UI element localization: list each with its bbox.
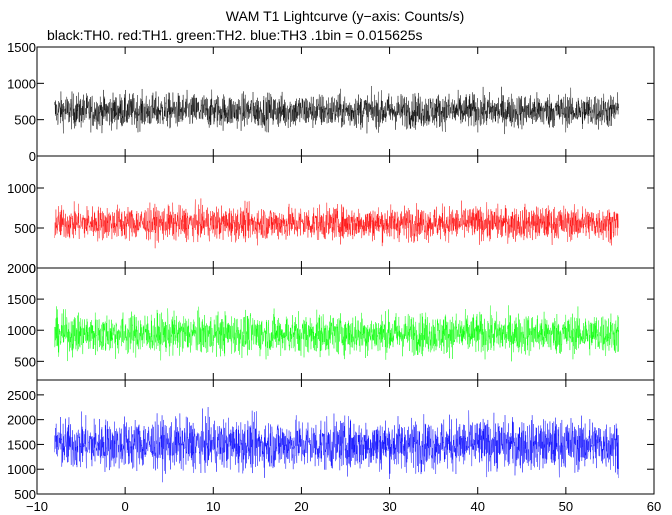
- series-trace-1: [54, 198, 619, 249]
- y-tick-label-3-3: 2000: [7, 413, 36, 428]
- y-tick-label-3-0: 500: [14, 487, 36, 502]
- y-tick-label-3-1: 1000: [7, 462, 36, 477]
- x-tick-label-1: 0: [122, 499, 129, 514]
- series-trace-0: [54, 85, 619, 135]
- y-tick-label-2-1: 1000: [7, 323, 36, 338]
- panel-0: 0 500 1000 1500: [7, 40, 655, 164]
- y-tick-label-0-3: 1500: [7, 40, 36, 55]
- y-tick-label-2-2: 1500: [7, 292, 36, 307]
- x-tick-label-3: 20: [294, 499, 308, 514]
- series-trace-3: [54, 407, 619, 483]
- y-tick-label-2-3: 2000: [7, 261, 36, 276]
- x-tick-label-0: −10: [26, 499, 48, 514]
- panels: 0500100015000500100050010001500200050010…: [7, 40, 661, 514]
- panel-frame-3: [36, 379, 655, 495]
- x-tick-label-5: 40: [470, 499, 484, 514]
- x-tick-label-6: 50: [559, 499, 573, 514]
- y-tick-label-2-0: 500: [14, 354, 36, 369]
- y-tick-label-0-0: 0: [29, 149, 36, 164]
- x-tick-label-7: 60: [647, 499, 661, 514]
- y-tick-label-1-0: 0: [29, 261, 36, 276]
- panel-1: 0 500 1000: [7, 155, 655, 276]
- chart-title: WAM T1 Lightcurve (y−axis: Counts/s): [226, 8, 464, 24]
- y-tick-label-0-1: 500: [14, 113, 36, 128]
- y-tick-label-3-4: 2500: [7, 388, 36, 403]
- series-trace-2: [54, 305, 619, 362]
- y-tick-label-3-2: 1500: [7, 437, 36, 452]
- y-tick-label-0-2: 1000: [7, 76, 36, 91]
- panel-3: 500 1000 1500 2000 2500 −10 0 10 20 30 40 50 60: [7, 379, 661, 514]
- chart-subtitle: black:TH0. red:TH1. green:TH2. blue:TH3 …: [47, 27, 422, 43]
- x-tick-label-4: 30: [382, 499, 396, 514]
- y-tick-label-1-2: 1000: [7, 181, 36, 196]
- x-tick-label-2: 10: [206, 499, 220, 514]
- panel-2: 500 1000 1500 2000: [7, 261, 655, 381]
- panel-frame-1: [36, 155, 655, 269]
- y-tick-label-1-1: 500: [14, 221, 36, 236]
